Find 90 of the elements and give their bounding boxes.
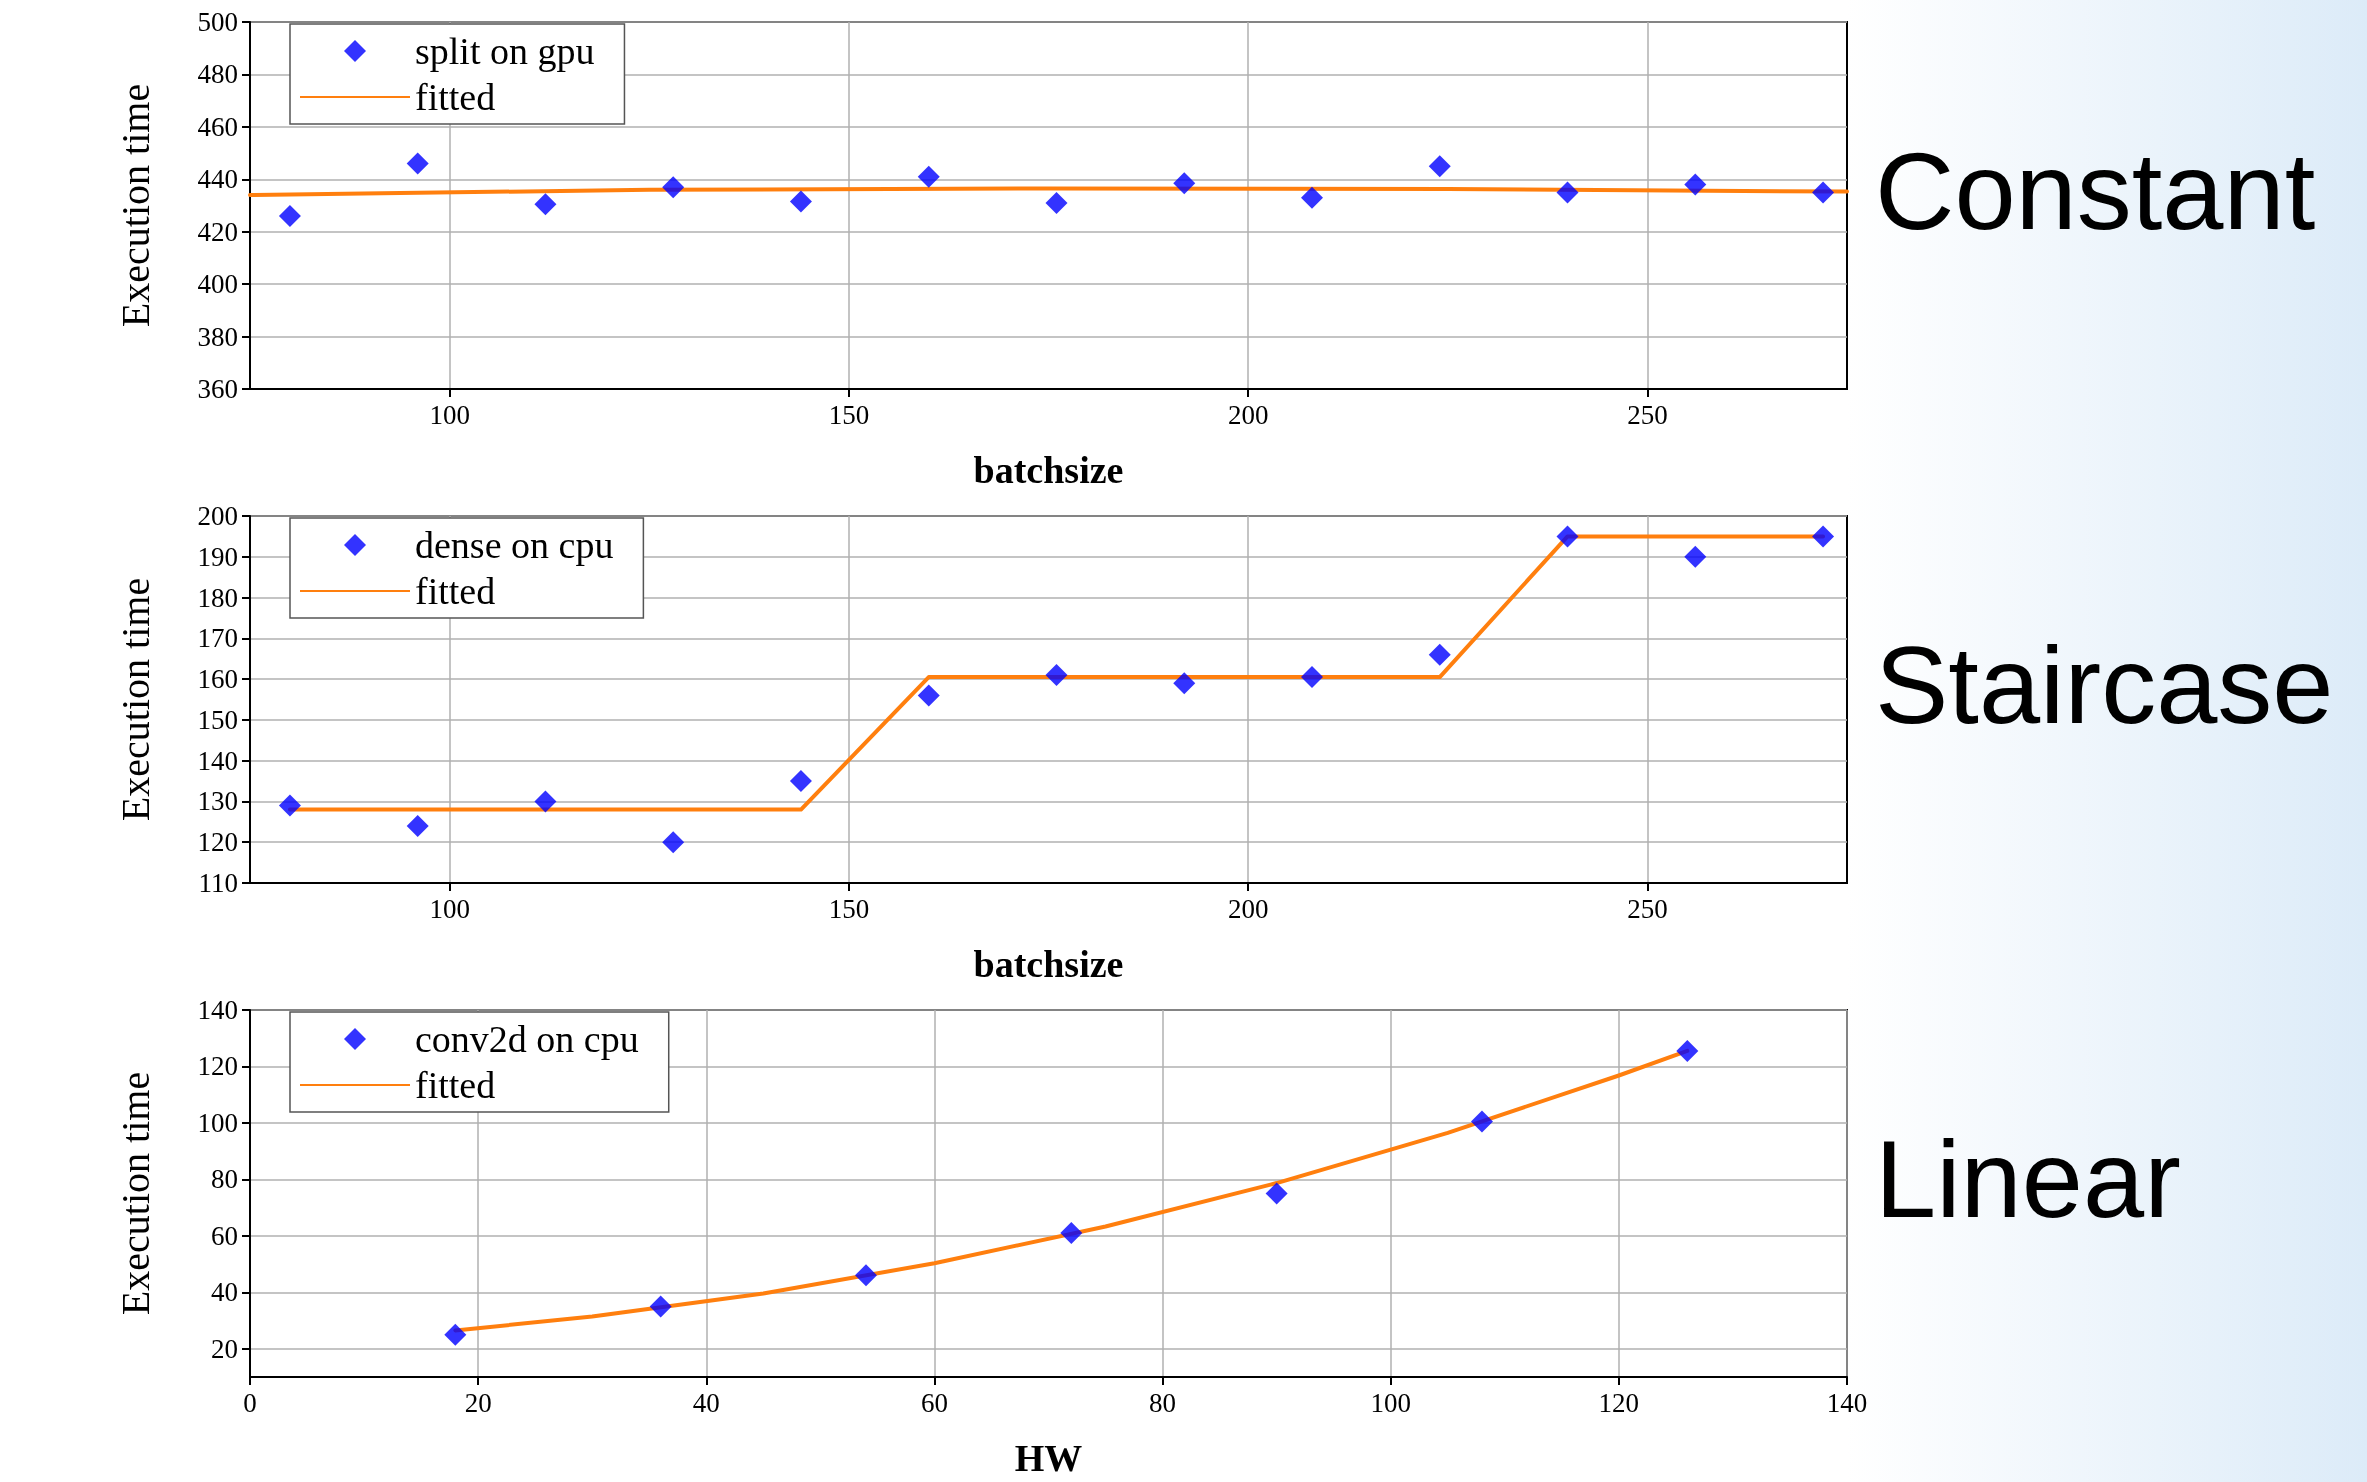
y-tick-label: 160 [197,664,238,695]
point [1556,525,1579,548]
y-tick-label: 460 [197,111,238,142]
x-axis-title: batchsize [973,943,1124,985]
y-tick-label: 130 [197,786,238,817]
legend-label: dense on cpu [415,524,614,566]
point [1684,545,1707,568]
line-series [248,186,1849,198]
y-tick-label: 100 [197,1107,238,1138]
y-tick-label: 140 [197,995,238,1025]
point [789,770,812,793]
x-tick-label: 140 [1826,1387,1868,1418]
y-tick-label: 120 [197,1051,238,1082]
x-axis-title: HW [1014,1437,1083,1479]
point [854,1264,877,1287]
y-tick-label: 110 [198,868,238,898]
y-tick-label: 440 [197,164,238,195]
x-tick-label: 100 [1370,1387,1411,1418]
y-tick-label: 200 [197,501,238,531]
y-tick-label: 180 [197,582,238,613]
text: Constant [1875,128,2316,252]
point [1556,181,1579,204]
y-tick-label: 150 [197,704,238,735]
point [1676,1039,1699,1062]
y-tick-label: 500 [197,7,238,37]
x-tick-label: 100 [429,893,470,924]
legend-label: split on gpu [415,30,595,72]
point [534,790,557,813]
point [917,684,940,707]
y-tick-label: 80 [211,1164,238,1195]
point [917,165,940,188]
point [1301,186,1324,209]
y-axis-title: Execution time [112,83,158,328]
x-tick-label: 80 [1149,1387,1177,1418]
y-tick-label: 400 [197,269,238,300]
x-tick-label: 120 [1598,1387,1640,1418]
point [1684,173,1707,196]
point [406,152,429,175]
point [662,176,685,199]
legend-label: conv2d on cpu [415,1018,639,1060]
text: Staircase [1875,622,2334,746]
x-tick-label: 250 [1627,399,1668,430]
point [1060,1222,1083,1245]
x-tick-label: 40 [692,1387,720,1418]
y-tick-label: 190 [197,541,238,572]
x-tick-label: 150 [828,893,870,924]
point [1470,1110,1493,1133]
x-tick-label: 250 [1627,893,1668,924]
point [789,190,812,213]
x-axis-title: batchsize [973,449,1124,491]
x-tick-label: 0 [243,1387,257,1418]
text: Linear [1875,1116,2181,1240]
y-tick-label: 420 [197,216,238,247]
y-axis-title: Execution time [112,1071,158,1316]
point [1045,191,1068,214]
legend-label: fitted [415,1064,496,1106]
point [1812,525,1835,548]
y-axis-title: Execution time [112,577,158,822]
y-tick-label: 40 [211,1277,238,1308]
x-tick-label: 60 [920,1387,948,1418]
point [534,193,557,216]
y-tick-label: 360 [197,374,238,404]
point [1428,643,1451,666]
y-tick-label: 20 [211,1333,238,1364]
y-tick-label: 170 [197,623,238,654]
x-tick-label: 200 [1227,399,1269,430]
point [1045,664,1068,687]
point [444,1323,467,1346]
point [1265,1182,1288,1205]
y-tick-label: 480 [197,59,238,90]
y-tick-label: 120 [197,827,238,858]
point [662,831,685,854]
x-tick-label: 100 [429,399,470,430]
point [649,1295,672,1318]
point [1812,181,1835,204]
y-tick-label: 140 [197,745,238,776]
point [1173,672,1196,695]
point [278,794,301,817]
point [1173,172,1196,195]
x-tick-label: 200 [1227,893,1269,924]
x-tick-label: 20 [464,1387,492,1418]
point [1428,155,1451,178]
point [406,814,429,837]
y-tick-label: 60 [211,1220,238,1251]
point [278,204,301,227]
legend-label: fitted [415,76,496,118]
legend-label: fitted [415,570,496,612]
y-tick-label: 380 [197,321,238,352]
point [1301,666,1324,689]
x-tick-label: 150 [828,399,870,430]
